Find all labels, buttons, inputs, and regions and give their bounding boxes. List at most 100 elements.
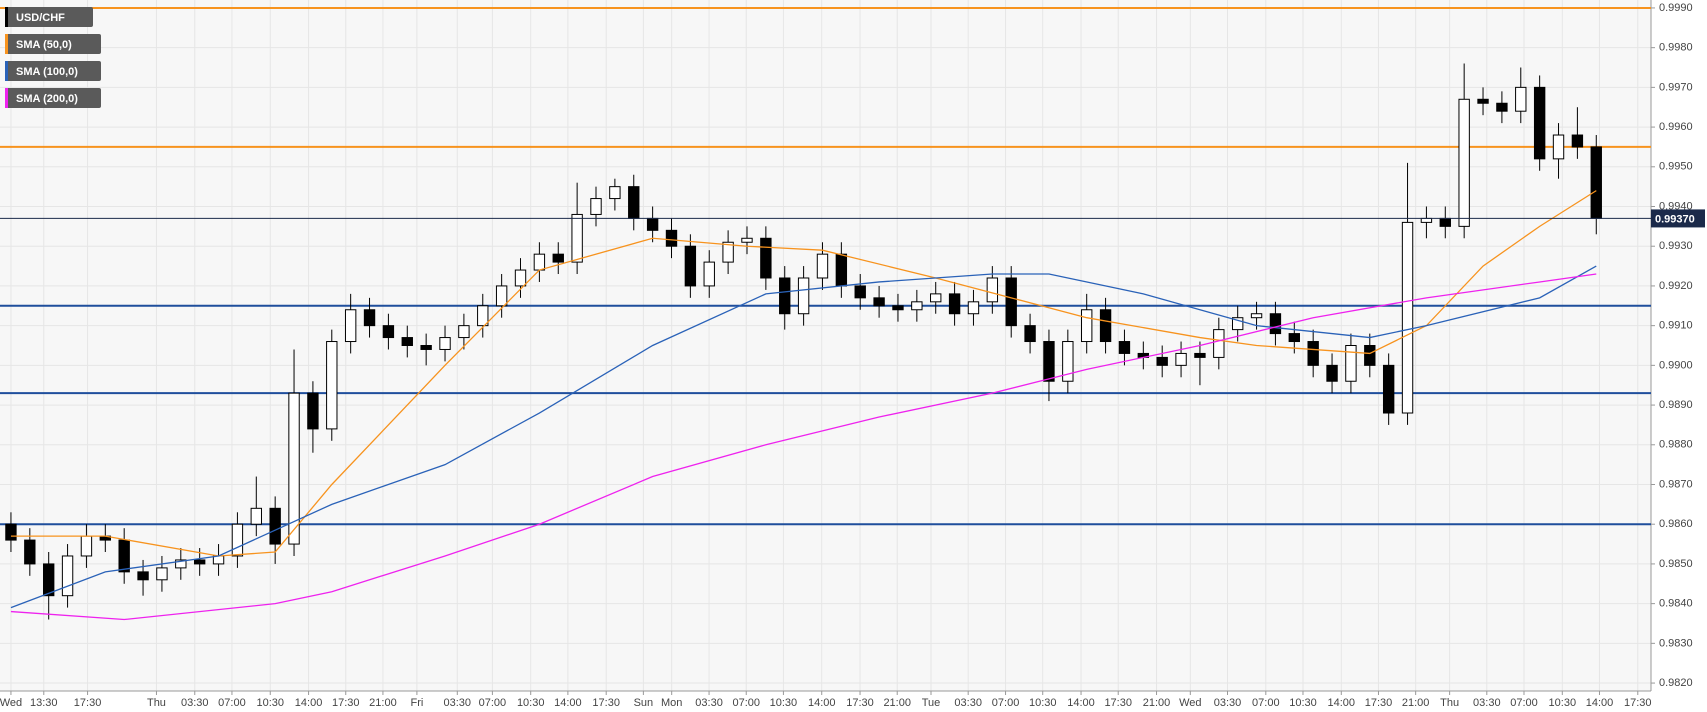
candle-body: [175, 559, 187, 569]
x-tick-label: 14:00: [1586, 697, 1614, 709]
y-tick-label: 0.9820: [1659, 677, 1693, 689]
y-tick-label: 0.9930: [1659, 240, 1693, 252]
legend-label: SMA (50,0): [16, 39, 72, 51]
candle-body: [797, 277, 810, 315]
candle-body: [1345, 345, 1357, 382]
candle-body: [1213, 329, 1225, 358]
candle-body: [703, 261, 715, 287]
last-price-label: 0.99370: [1655, 213, 1695, 225]
candle-body: [1477, 98, 1489, 104]
candle-body: [552, 253, 564, 263]
y-tick-label: 0.9960: [1659, 121, 1693, 133]
candle-body: [986, 277, 999, 303]
candle-body: [1175, 352, 1187, 366]
candle-body: [1099, 309, 1112, 343]
y-tick-label: 0.9920: [1659, 280, 1693, 292]
candle-body: [722, 241, 734, 263]
legend-box: [5, 61, 101, 81]
y-tick-label: 0.9840: [1659, 598, 1693, 610]
x-tick-label: 07:00: [218, 697, 246, 709]
plot-background: [0, 0, 1651, 691]
x-tick-label: 03:30: [1214, 697, 1242, 709]
x-tick-label: 21:00: [883, 697, 911, 709]
candle-body: [382, 325, 395, 339]
x-tick-label: 07:00: [992, 697, 1020, 709]
x-tick-label: Thu: [1440, 697, 1459, 709]
y-tick-label: 0.9950: [1659, 161, 1693, 173]
legend-box: [5, 34, 101, 54]
candle-body: [1024, 325, 1036, 343]
x-tick-label: 10:30: [1029, 697, 1057, 709]
x-tick-label: 21:00: [1402, 697, 1430, 709]
y-tick-label: 0.9940: [1659, 200, 1693, 212]
legend-marker: [5, 61, 8, 81]
y-tick-label: 0.9990: [1659, 2, 1693, 14]
candle-body: [760, 237, 772, 279]
candle-body: [458, 325, 470, 339]
x-tick-label: Tue: [922, 697, 941, 709]
candle-body: [873, 297, 885, 307]
candle-body: [779, 277, 791, 315]
candle-body: [212, 555, 225, 565]
candle-body: [250, 507, 262, 525]
candle-body: [967, 301, 980, 315]
candle-body: [288, 392, 300, 545]
candle-body: [420, 345, 432, 350]
x-tick-label: 10:30: [1549, 697, 1577, 709]
candle-body: [1496, 102, 1508, 112]
candle-body: [1043, 341, 1055, 382]
candle-body: [5, 523, 17, 541]
candle-body: [1118, 341, 1131, 354]
candle-body: [43, 563, 55, 597]
candle-body: [911, 301, 923, 311]
x-tick-label: 14:00: [554, 697, 582, 709]
y-tick-label: 0.9880: [1659, 439, 1693, 451]
candle-body: [816, 253, 829, 279]
candle-body: [628, 186, 640, 219]
sma-line: [10, 190, 1597, 557]
x-tick-label: 10:30: [517, 697, 545, 709]
candle-body: [1364, 345, 1376, 366]
candle-body: [24, 539, 36, 565]
candle-body: [665, 229, 678, 247]
legend-box: [5, 88, 101, 108]
candle-body: [1571, 134, 1584, 148]
candle-body: [514, 269, 527, 287]
candle-body: [930, 293, 942, 303]
x-tick-label: 10:30: [770, 697, 798, 709]
legend-label: SMA (200,0): [16, 93, 78, 105]
candle-body: [326, 341, 338, 430]
candle-body: [61, 555, 74, 597]
legend-marker: [5, 7, 8, 27]
candle-body: [1231, 317, 1244, 331]
x-tick-label: 17:30: [592, 697, 620, 709]
x-tick-label: Thu: [147, 697, 166, 709]
y-tick-label: 0.9900: [1659, 359, 1693, 371]
x-tick-label: 03:30: [1473, 697, 1501, 709]
y-tick-label: 0.9980: [1659, 42, 1693, 54]
candle-body: [1005, 277, 1017, 327]
x-tick-label: 03:30: [954, 697, 982, 709]
x-tick-label: 17:30: [1624, 697, 1652, 709]
y-tick-label: 0.9860: [1659, 518, 1693, 530]
sma-line: [10, 273, 1597, 621]
candle-body: [401, 337, 413, 346]
x-tick-label: 17:30: [1365, 697, 1393, 709]
x-tick-label: 21:00: [1143, 697, 1171, 709]
candle-body: [1288, 333, 1300, 343]
x-tick-label: 10:30: [256, 697, 284, 709]
x-tick-label: 07:00: [732, 697, 760, 709]
candle-body: [609, 186, 621, 200]
candle-body: [1062, 341, 1074, 382]
candle-body: [80, 535, 93, 557]
x-tick-label: Fri: [410, 697, 423, 709]
candle-body: [1590, 146, 1602, 219]
last-price-box: [1651, 209, 1705, 228]
legend-box: [5, 7, 93, 27]
x-tick-label: 21:00: [369, 697, 397, 709]
legend-marker: [5, 88, 8, 108]
legend-label: SMA (100,0): [16, 66, 78, 78]
candle-body: [1194, 352, 1206, 358]
candle-body: [684, 245, 697, 287]
